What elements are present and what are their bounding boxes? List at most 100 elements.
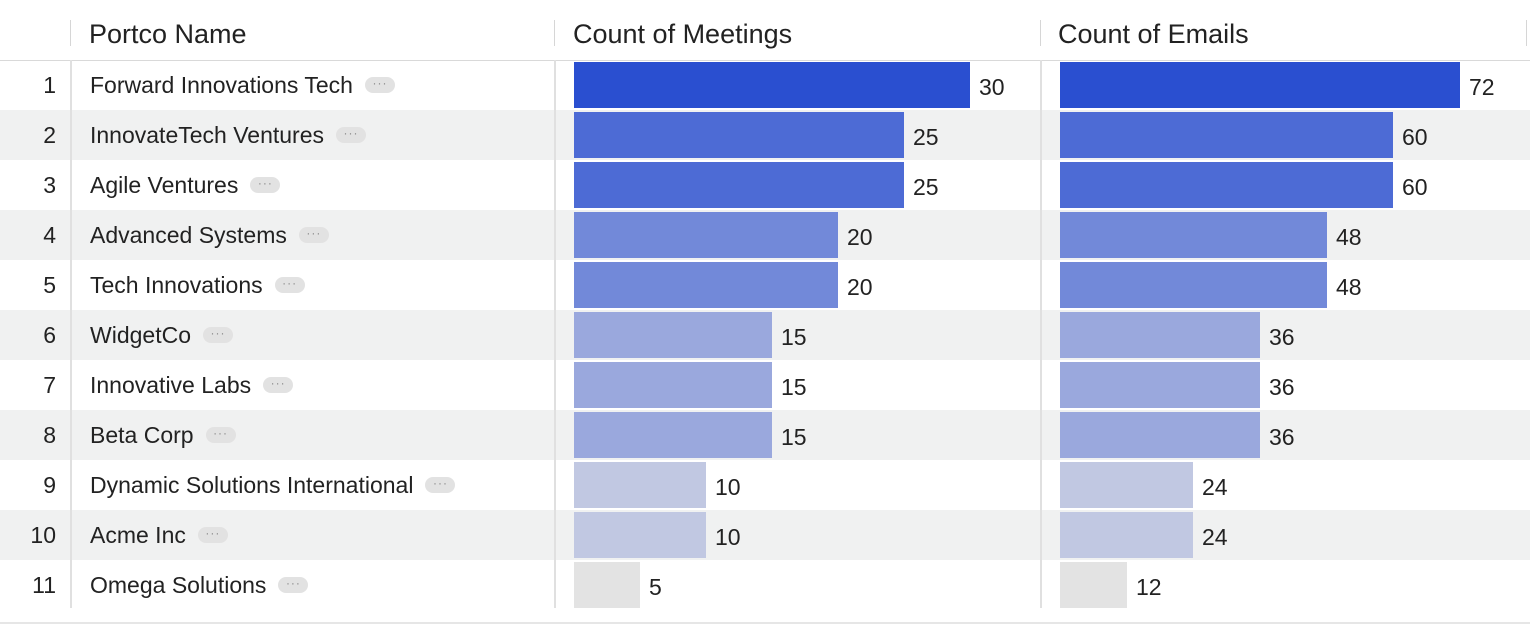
portco-name: Omega Solutions <box>90 572 267 598</box>
portco-name-cell[interactable]: Acme Inc ··· <box>90 510 228 560</box>
emails-bar <box>1060 212 1327 258</box>
meetings-value: 20 <box>847 224 873 250</box>
row-index: 2 <box>43 122 56 148</box>
emails-bar <box>1060 112 1393 158</box>
more-options-icon[interactable]: ··· <box>205 427 236 443</box>
row-index: 10 <box>30 522 56 548</box>
portco-name-cell[interactable]: Omega Solutions ··· <box>90 560 309 610</box>
column-divider[interactable] <box>70 20 71 46</box>
portco-name-cell[interactable]: WidgetCo ··· <box>90 310 233 360</box>
portco-name: Forward Innovations Tech <box>90 72 353 98</box>
portco-name: Tech Innovations <box>90 272 263 298</box>
column-divider <box>1040 60 1042 608</box>
table-header: Portco Name Count of Meetings Count of E… <box>0 8 1530 61</box>
emails-value: 36 <box>1269 424 1295 450</box>
row-index: 8 <box>43 422 56 448</box>
meetings-bar <box>574 512 706 558</box>
column-divider[interactable] <box>1526 20 1527 46</box>
emails-value: 24 <box>1202 474 1228 500</box>
more-options-icon[interactable]: ··· <box>364 77 395 93</box>
more-options-icon[interactable]: ··· <box>197 527 228 543</box>
meetings-bar <box>574 462 706 508</box>
row-index: 1 <box>43 72 56 98</box>
portco-name-cell[interactable]: Innovative Labs ··· <box>90 360 294 410</box>
emails-bar <box>1060 312 1260 358</box>
portco-name: Agile Ventures <box>90 172 239 198</box>
meetings-bar <box>574 162 904 208</box>
table-row[interactable]: 8 Beta Corp ··· 15 36 <box>0 410 1530 460</box>
emails-bar <box>1060 562 1127 608</box>
more-options-icon[interactable]: ··· <box>278 577 309 593</box>
meetings-bar <box>574 312 772 358</box>
emails-value: 24 <box>1202 524 1228 550</box>
table-row[interactable]: 5 Tech Innovations ··· 20 48 <box>0 260 1530 310</box>
emails-value: 60 <box>1402 124 1428 150</box>
column-header-portco-name[interactable]: Portco Name <box>89 19 247 49</box>
emails-bar <box>1060 512 1193 558</box>
emails-bar <box>1060 462 1193 508</box>
meetings-value: 25 <box>913 124 939 150</box>
more-options-icon[interactable]: ··· <box>336 127 366 143</box>
meetings-value: 30 <box>979 74 1005 100</box>
meetings-value: 10 <box>715 474 741 500</box>
more-options-icon[interactable]: ··· <box>202 327 233 343</box>
row-index: 4 <box>43 222 56 248</box>
emails-value: 48 <box>1336 274 1362 300</box>
column-header-count-of-meetings[interactable]: Count of Meetings <box>573 19 793 49</box>
emails-value: 60 <box>1402 174 1428 200</box>
portco-name-cell[interactable]: Forward Innovations Tech ··· <box>90 60 395 110</box>
more-options-icon[interactable]: ··· <box>250 177 281 193</box>
emails-value: 36 <box>1269 374 1295 400</box>
table-row[interactable]: 7 Innovative Labs ··· 15 36 <box>0 360 1530 410</box>
table-row[interactable]: 11 Omega Solutions ··· 5 12 <box>0 560 1530 610</box>
row-index: 5 <box>43 272 56 298</box>
emails-bar <box>1060 162 1393 208</box>
table-bottom-border <box>0 622 1530 624</box>
table-row[interactable]: 3 Agile Ventures ··· 25 60 <box>0 160 1530 210</box>
portco-name: InnovateTech Ventures <box>90 122 324 148</box>
emails-bar <box>1060 362 1260 408</box>
emails-bar <box>1060 262 1327 308</box>
more-options-icon[interactable]: ··· <box>425 477 456 493</box>
emails-value: 36 <box>1269 324 1295 350</box>
table-row[interactable]: 9 Dynamic Solutions International ··· 10 24 <box>0 460 1530 510</box>
meetings-value: 25 <box>913 174 939 200</box>
table-row[interactable]: 1 Forward Innovations Tech ··· 30 72 <box>0 60 1530 110</box>
meetings-bar <box>574 412 772 458</box>
meetings-value: 20 <box>847 274 873 300</box>
row-index: 7 <box>43 372 56 398</box>
more-options-icon[interactable]: ··· <box>298 227 329 243</box>
meetings-value: 15 <box>781 374 807 400</box>
portco-name-cell[interactable]: InnovateTech Ventures ··· <box>90 110 366 160</box>
table-row[interactable]: 4 Advanced Systems ··· 20 48 <box>0 210 1530 260</box>
column-divider <box>554 60 556 608</box>
column-divider[interactable] <box>554 20 555 46</box>
meetings-value: 5 <box>649 574 662 600</box>
meetings-bar <box>574 112 904 158</box>
portco-name: Advanced Systems <box>90 222 287 248</box>
emails-bar <box>1060 62 1460 108</box>
table-row[interactable]: 2 InnovateTech Ventures ··· 25 60 <box>0 110 1530 160</box>
column-divider[interactable] <box>1040 20 1041 46</box>
meetings-value: 15 <box>781 324 807 350</box>
more-options-icon[interactable]: ··· <box>274 277 305 293</box>
meetings-bar <box>574 262 838 308</box>
portco-name: Beta Corp <box>90 422 194 448</box>
table-row[interactable]: 6 WidgetCo ··· 15 36 <box>0 310 1530 360</box>
table-row[interactable]: 10 Acme Inc ··· 10 24 <box>0 510 1530 560</box>
portco-name-cell[interactable]: Advanced Systems ··· <box>90 210 329 260</box>
meetings-bar <box>574 362 772 408</box>
meetings-value: 10 <box>715 524 741 550</box>
portco-name-cell[interactable]: Beta Corp ··· <box>90 410 236 460</box>
meetings-bar <box>574 212 838 258</box>
meetings-bar <box>574 62 970 108</box>
more-options-icon[interactable]: ··· <box>263 377 294 393</box>
row-index: 3 <box>43 172 56 198</box>
portco-name: WidgetCo <box>90 322 191 348</box>
portco-name-cell[interactable]: Agile Ventures ··· <box>90 160 281 210</box>
column-header-count-of-emails[interactable]: Count of Emails <box>1058 19 1249 49</box>
emails-value: 72 <box>1469 74 1495 100</box>
portco-name-cell[interactable]: Dynamic Solutions International ··· <box>90 460 456 510</box>
portco-name-cell[interactable]: Tech Innovations ··· <box>90 260 305 310</box>
